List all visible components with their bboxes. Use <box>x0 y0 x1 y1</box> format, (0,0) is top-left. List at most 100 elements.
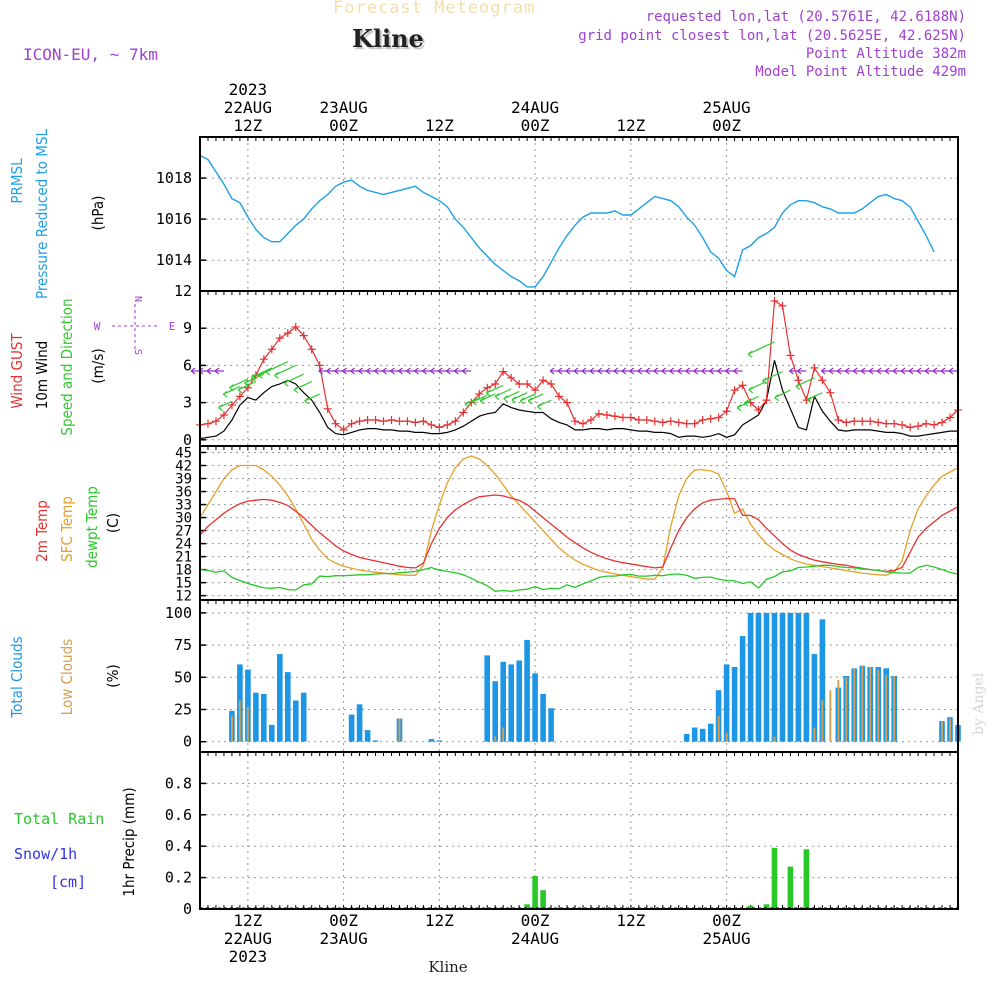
gust-marker <box>411 418 420 427</box>
precip-unit-label: 1hr Precip (mm) <box>120 787 138 896</box>
total-rain-label: Total Rain <box>14 810 104 828</box>
gust-marker <box>219 411 228 419</box>
wind-direction-arrow <box>932 367 943 375</box>
total-cloud-bar <box>532 673 538 742</box>
gust-marker <box>227 401 236 410</box>
gust-marker <box>403 417 412 426</box>
low-cloud-bar <box>773 736 776 742</box>
y-tick-label: 39 <box>175 472 192 488</box>
total-cloud-bar <box>269 724 275 742</box>
snow-unit-label: [cm] <box>50 873 86 891</box>
wind-direction-arrow <box>382 367 392 375</box>
rain-bar <box>540 890 546 909</box>
pressure-label-short: PRMSL <box>8 158 26 204</box>
gust-marker <box>291 322 300 331</box>
y-tick-label: 18 <box>175 563 192 579</box>
wind-direction-arrow <box>494 388 512 400</box>
model-altitude: Model Point Altitude 429m <box>755 64 966 80</box>
top-time-label: 25AUG <box>703 98 751 117</box>
gust-marker <box>818 376 827 385</box>
gust-marker <box>586 415 595 424</box>
total-cloud-bar <box>364 730 371 742</box>
total-cloud-bar <box>277 654 283 742</box>
wind-direction-arrow <box>390 367 400 375</box>
total-cloud-bar <box>293 700 299 742</box>
gust-marker <box>427 420 436 429</box>
gust-marker <box>483 383 492 392</box>
wind-direction-arrow <box>485 384 504 397</box>
wind-direction-arrow <box>398 367 408 375</box>
gust-marker <box>594 409 603 418</box>
low-cloud-bar <box>893 676 896 742</box>
y-tick-label: 3 <box>183 394 192 412</box>
bottom-time-label: 00Z <box>712 911 741 930</box>
model-name: ICON-EU, ~ 7km <box>23 45 158 64</box>
gust-marker <box>387 415 396 424</box>
total-cloud-bar <box>261 694 267 742</box>
low-cloud-bar <box>398 718 401 742</box>
snow-label: Snow/1h <box>14 845 77 863</box>
wind-direction-arrow <box>472 394 488 406</box>
gust-marker <box>459 408 468 417</box>
dewpt-temp-label: dewpt Temp <box>83 486 101 568</box>
total-cloud-bar <box>500 661 506 742</box>
gust-marker <box>794 376 803 385</box>
credit-label: by Angel <box>971 672 987 735</box>
gust-marker <box>786 351 795 360</box>
y-tick-label: 100 <box>165 604 192 622</box>
gust-marker <box>475 389 484 398</box>
bottom-time-label: 12Z <box>233 911 262 930</box>
wind-direction-arrow <box>860 367 871 375</box>
compass-cross <box>112 304 158 349</box>
rain-bar <box>763 904 770 909</box>
panel-frame <box>199 445 959 601</box>
wind-direction-arrow <box>762 371 783 385</box>
gust-marker <box>874 418 883 427</box>
low-cloud-bar <box>238 700 241 742</box>
compass-north: N <box>132 296 143 302</box>
bottom-time-label: 12Z <box>616 911 645 930</box>
low-cloud-bar <box>829 690 832 742</box>
wind-direction-arrow <box>747 341 775 358</box>
gust-marker <box>826 388 835 397</box>
total-cloud-bar <box>428 739 435 742</box>
wind-direction-arrow <box>537 399 552 410</box>
dewpt-temp-line <box>199 564 959 592</box>
bottom-time-label: 25AUG <box>703 929 751 948</box>
wind-speed-line <box>199 360 958 440</box>
wind-direction-arrow <box>743 395 759 407</box>
wind-direction-arrow <box>733 367 743 375</box>
wind-direction-arrow <box>565 367 576 375</box>
total-cloud-bar <box>484 655 490 742</box>
pressure-unit-label: (hPa) <box>89 196 107 231</box>
wind-direction-arrow <box>374 367 384 375</box>
wind-direction-arrow <box>916 367 927 375</box>
low-cloud-bar <box>885 674 888 742</box>
gust-marker <box>626 413 635 422</box>
top-time-label: 24AUG <box>511 98 559 117</box>
gust-marker <box>507 373 516 382</box>
low-cloud-bar <box>845 677 848 742</box>
low-cloud-bar <box>494 736 497 742</box>
top-time-label: 2023 <box>229 80 268 99</box>
y-tick-label: 9 <box>183 319 192 337</box>
wind-direction-arrow <box>940 367 951 375</box>
low-cloud-bar <box>941 721 943 742</box>
y-tick-label: 0 <box>183 431 192 449</box>
top-time-label: 00Z <box>712 116 741 135</box>
total-cloud-bar <box>436 740 443 742</box>
gust-marker <box>491 380 500 388</box>
wind-direction-arrow <box>422 367 432 375</box>
wind-direction-arrow <box>836 367 847 375</box>
gust-marker <box>211 417 220 426</box>
wind-direction-arrow <box>844 367 855 375</box>
y-tick-label: 12 <box>175 589 192 605</box>
gust-marker <box>946 413 955 422</box>
low-cloud-bar <box>837 679 840 742</box>
wind-direction-arrow <box>437 367 448 375</box>
gust-marker <box>578 419 587 428</box>
low-cloud-bar <box>502 727 505 742</box>
2m-temp-label: 2m Temp <box>33 500 51 562</box>
gust-marker <box>379 417 388 426</box>
gust-marker <box>866 417 875 426</box>
